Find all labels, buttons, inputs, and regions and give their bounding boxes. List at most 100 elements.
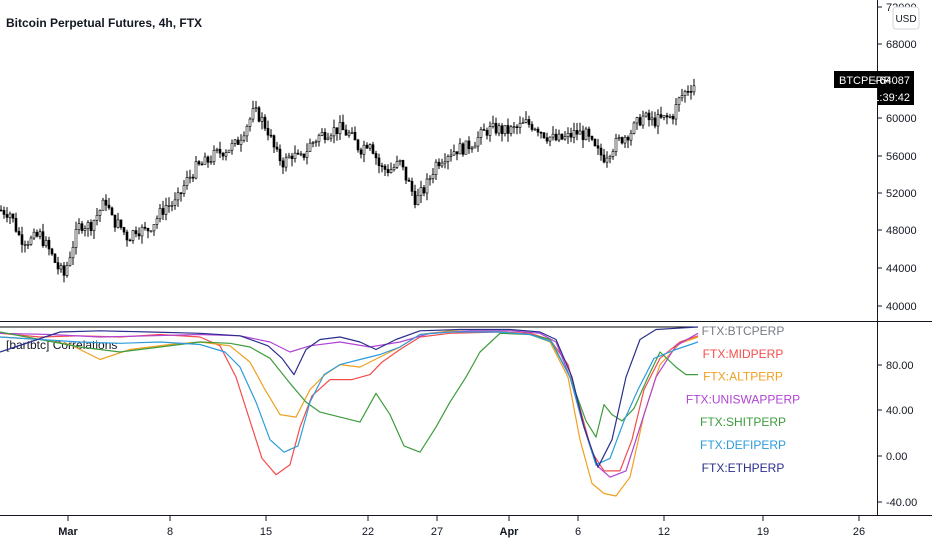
candle-body (551, 133, 555, 138)
candle-body (470, 147, 474, 150)
candle-body (131, 230, 135, 241)
candle-body (182, 185, 186, 194)
candle-body (443, 161, 447, 164)
candle-body (158, 208, 162, 220)
candle-body (245, 125, 249, 137)
candle-body (509, 126, 513, 134)
candle-body (254, 107, 258, 110)
candle-body (191, 176, 195, 179)
candle-body (566, 132, 570, 137)
correlation-axis[interactable]: 80.00 40.00 0.00 -40.00 (877, 360, 917, 509)
candle-body (233, 139, 237, 144)
price-candles (0, 78, 696, 283)
candle-body (17, 231, 21, 235)
candle-body (176, 192, 180, 201)
candle-body (683, 90, 687, 96)
candle-body (104, 199, 108, 206)
candle-body (116, 219, 120, 228)
candle-body (584, 128, 588, 141)
candle-body (602, 154, 606, 163)
candle-body (329, 135, 333, 139)
indicator-pane[interactable]: [bartbtc] Correlations FTX:BTCPERPFTX:MI… (0, 324, 800, 497)
correlation-tick-label: 0.00 (886, 451, 907, 463)
legend-entry-ftx-ethperp: FTX:ETHPERP (702, 461, 785, 475)
candle-body (635, 117, 639, 124)
candle-body (269, 134, 273, 137)
chart-title: Bitcoin Perpetual Futures, 4h, FTX (6, 16, 202, 30)
candle-body (143, 226, 147, 229)
candle-body (620, 137, 624, 144)
bar-countdown: 01:39:42 (867, 92, 910, 104)
candle-body (680, 95, 684, 99)
candle-body (260, 116, 264, 122)
correlation-line-ftx-altperp (0, 330, 699, 497)
candle-body (557, 133, 561, 141)
candle-body (212, 150, 216, 162)
candle-body (539, 131, 543, 134)
candle-body (80, 223, 84, 231)
candle-body (341, 122, 345, 131)
candle-body (524, 119, 528, 123)
last-price-symbol: BTCPERP (839, 75, 891, 87)
candle-body (365, 144, 369, 149)
candle-body (53, 253, 57, 263)
candle-body (284, 157, 288, 168)
candle-body (218, 148, 222, 154)
candle-body (641, 115, 645, 126)
candle-body (494, 122, 498, 134)
candle-body (638, 117, 642, 126)
correlation-tick-label: 80.00 (886, 360, 914, 372)
candle-body (128, 239, 132, 242)
price-pane[interactable]: Bitcoin Perpetual Futures, 4h, FTX (0, 0, 877, 322)
candle-body (515, 126, 519, 128)
candle-body (611, 151, 615, 157)
candle-body (74, 229, 78, 248)
candle-body (32, 231, 36, 239)
correlation-line-ftx-midperp (0, 331, 699, 476)
candle-body (251, 108, 255, 120)
candle-body (14, 218, 18, 232)
currency-badge[interactable]: USD (892, 6, 920, 30)
candle-body (347, 132, 351, 136)
candle-body (209, 161, 213, 163)
candle-body (587, 128, 591, 137)
last-price-value: 64087 (879, 75, 910, 87)
candle-body (389, 169, 393, 173)
candle-body (497, 125, 501, 134)
time-tick-label: 6 (575, 526, 581, 538)
candle-body (317, 135, 321, 142)
candle-body (92, 219, 96, 232)
candle-body (431, 174, 435, 179)
candle-body (350, 131, 354, 134)
time-tick-label: Apr (500, 526, 520, 538)
candle-body (206, 156, 210, 163)
candle-body (428, 178, 432, 180)
candle-body (476, 137, 480, 147)
candle-body (242, 135, 246, 141)
candle-body (452, 151, 456, 156)
candle-body (425, 178, 429, 194)
candle-body (677, 97, 681, 105)
candle-body (440, 162, 444, 167)
candle-body (179, 192, 183, 195)
price-tick-label: 56000 (886, 151, 917, 163)
correlation-tick-label: -40.00 (886, 497, 917, 509)
candle-body (542, 132, 546, 138)
candle-body (320, 131, 324, 136)
candle-body (488, 126, 492, 136)
candle-body (473, 145, 477, 149)
candle-body (236, 139, 240, 145)
candle-body (407, 179, 411, 182)
time-tick-label: 8 (167, 526, 173, 538)
countdown-background (878, 88, 914, 105)
currency-badge-frame (892, 6, 920, 30)
candle-body (35, 231, 39, 237)
price-tick-label: 60000 (886, 113, 917, 125)
price-axis[interactable]: 7200068000600005600052000480004400040000 (877, 2, 917, 313)
candle-body (266, 128, 270, 136)
candle-body (167, 205, 171, 207)
candle-body (263, 116, 267, 129)
candle-body (203, 156, 207, 165)
time-axis[interactable]: Mar 8 15 22 27 Apr 6 12 19 26 (58, 516, 865, 538)
